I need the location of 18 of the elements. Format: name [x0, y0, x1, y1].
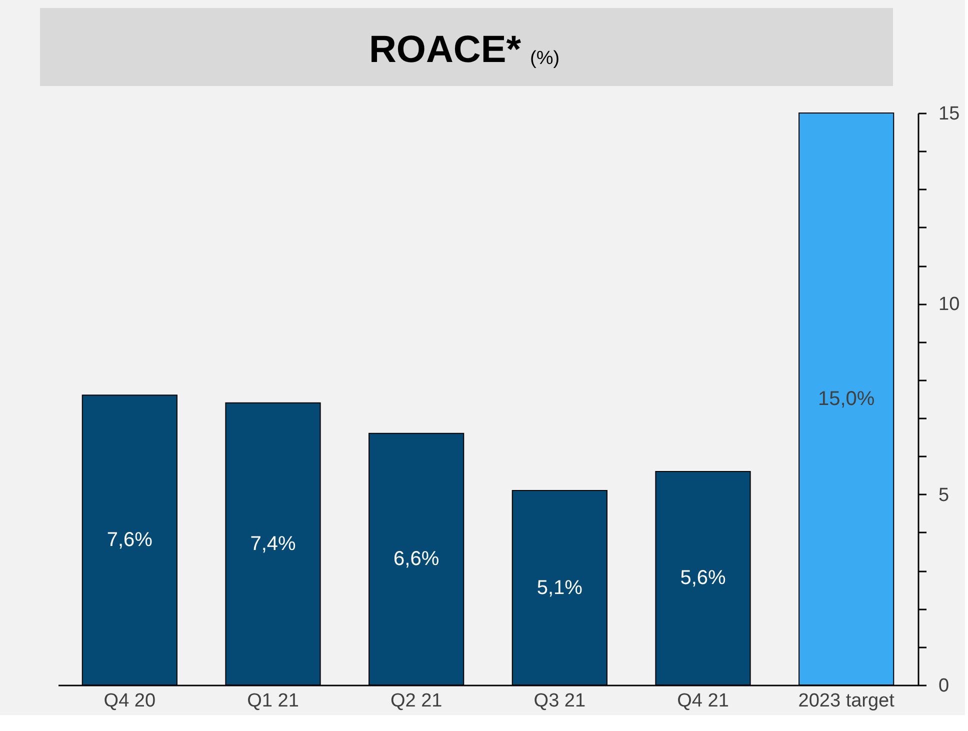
x-tick-label: Q4 20 — [104, 690, 156, 712]
x-tick-label: Q4 21 — [677, 690, 729, 712]
chart-subtitle: (%) — [530, 48, 560, 69]
data-label: 7,4% — [250, 532, 296, 555]
y-tick-label: 5 — [938, 484, 950, 506]
data-label: 5,1% — [536, 576, 583, 599]
data-label: 6,6% — [394, 548, 440, 570]
data-label: 7,6% — [106, 529, 153, 552]
data-label: 5,6% — [680, 567, 726, 590]
x-tick-label: 2023 target — [798, 690, 896, 712]
y-tick-label: 0 — [938, 676, 950, 696]
x-tick-label: Q1 21 — [247, 690, 299, 712]
x-tick-label: Q2 21 — [390, 690, 442, 712]
x-tick-label: Q3 21 — [534, 690, 586, 712]
y-tick-label: 15 — [938, 104, 960, 124]
data-label: 15,0% — [818, 388, 875, 410]
chart-title: ROACE* — [368, 29, 522, 71]
y-tick-label: 10 — [938, 294, 960, 316]
